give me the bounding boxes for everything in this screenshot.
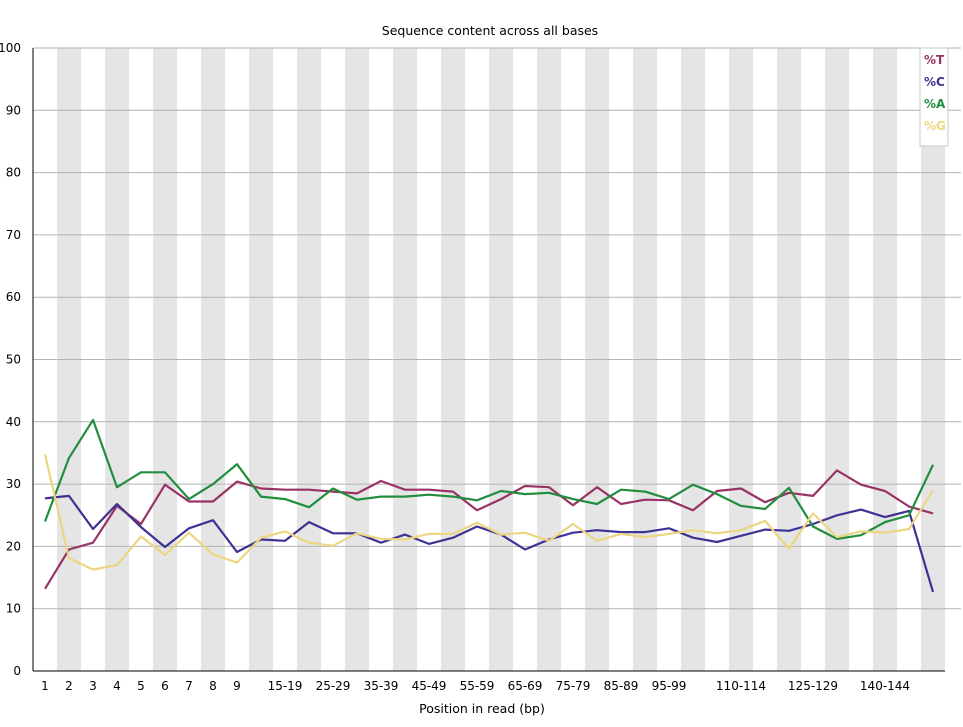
x-tick-label-125-129: 125-129 [788, 679, 838, 693]
x-tick-label-2: 2 [65, 679, 73, 693]
series-line-pct-A [43, 418, 934, 541]
legend-entry-pct-G: %G [924, 119, 946, 133]
x-tick-label-65-69: 65-69 [508, 679, 543, 693]
x-tick-label-7: 7 [185, 679, 193, 693]
legend: %T %C %A %G [919, 47, 949, 147]
legend-box [919, 47, 949, 147]
series-lines [43, 418, 935, 593]
x-tick-label-3: 3 [89, 679, 97, 693]
x-tick-label-25-29: 25-29 [316, 679, 351, 693]
y-tick-label-30: 30 [6, 477, 21, 491]
y-tick-label-70: 70 [6, 228, 21, 242]
legend-entry-pct-T: %T [924, 53, 945, 67]
y-tick-labels: 0 10 20 30 40 50 60 70 80 90 100 [0, 41, 21, 678]
x-axis-label: Position in read (bp) [419, 701, 545, 716]
x-tick-label-5: 5 [137, 679, 145, 693]
y-tick-label-40: 40 [6, 415, 21, 429]
x-tick-label-85-89: 85-89 [604, 679, 639, 693]
x-tick-label-9: 9 [233, 679, 241, 693]
x-tick-label-45-49: 45-49 [412, 679, 447, 693]
x-tick-label-75-79: 75-79 [556, 679, 591, 693]
x-tick-label-1: 1 [41, 679, 49, 693]
x-tick-label-6: 6 [161, 679, 169, 693]
x-tick-label-15-19: 15-19 [268, 679, 303, 693]
y-tick-label-100: 100 [0, 41, 21, 55]
x-tick-label-55-59: 55-59 [460, 679, 495, 693]
y-tick-label-20: 20 [6, 539, 21, 553]
horizontal-gridlines [33, 47, 961, 610]
legend-entry-pct-C: %C [924, 75, 945, 89]
x-tick-label-35-39: 35-39 [364, 679, 399, 693]
y-tick-label-60: 60 [6, 290, 21, 304]
y-tick-label-10: 10 [6, 602, 21, 616]
x-tick-label-95-99: 95-99 [652, 679, 687, 693]
x-tick-label-140-144: 140-144 [860, 679, 910, 693]
x-tick-label-4: 4 [113, 679, 121, 693]
y-tick-label-0: 0 [13, 664, 21, 678]
chart-title: Sequence content across all bases [382, 23, 598, 38]
x-tick-label-8: 8 [209, 679, 217, 693]
series-line-pct-G [43, 453, 934, 571]
series-line-pct-C [44, 494, 935, 593]
legend-entry-pct-A: %A [924, 97, 946, 111]
axes [32, 48, 945, 672]
y-tick-label-80: 80 [6, 166, 21, 180]
y-tick-label-50: 50 [6, 353, 21, 367]
x-tick-label-110-114: 110-114 [716, 679, 766, 693]
x-tick-labels: 1 2 3 4 5 6 7 8 9 15-19 25-29 35-39 45-49 55-59 65-69 7… [41, 679, 910, 693]
series-line-pct-T [44, 469, 934, 590]
y-tick-label-90: 90 [6, 103, 21, 117]
